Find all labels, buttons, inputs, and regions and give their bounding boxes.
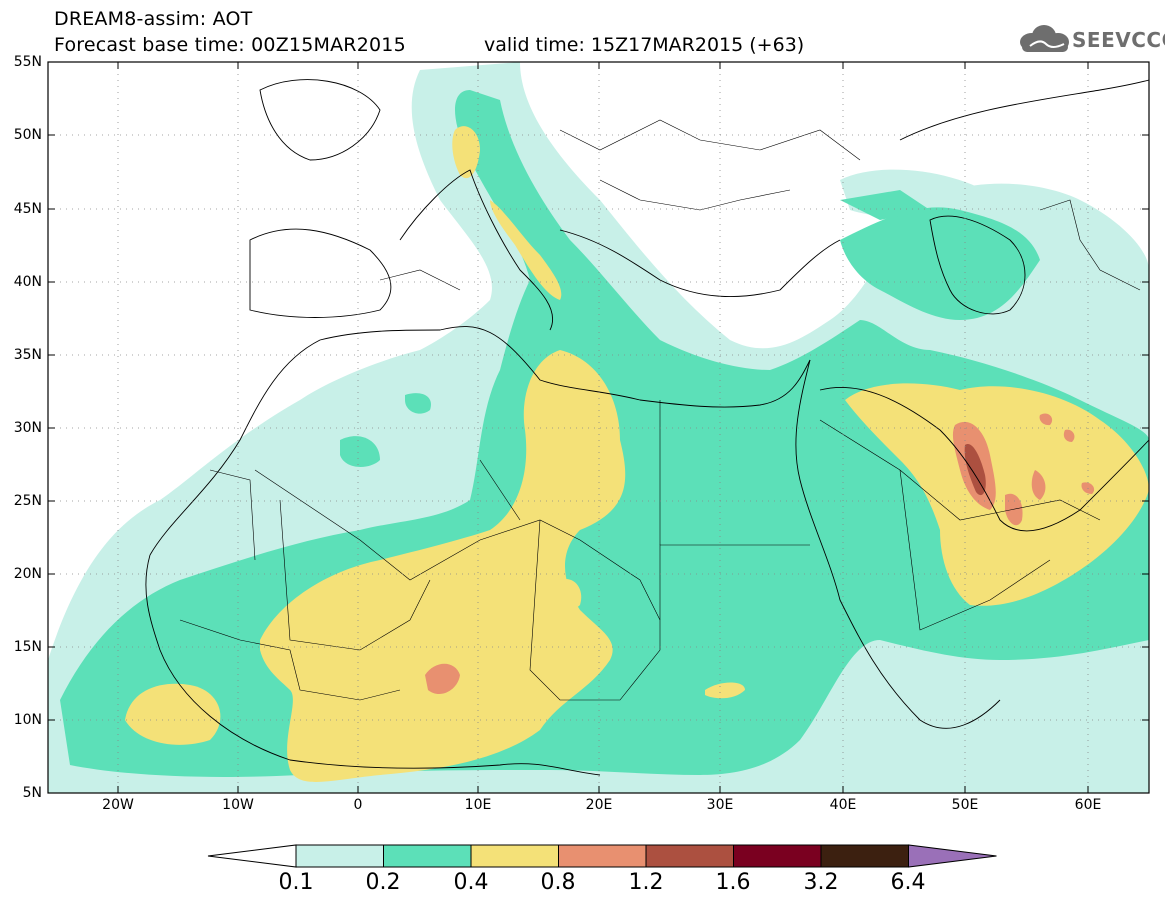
colorbar-label: 3.2 — [803, 870, 839, 895]
lat-label: 55N — [13, 54, 42, 70]
lon-label: 20E — [585, 797, 613, 813]
valid-time: valid time: 15Z17MAR2015 (+63) — [484, 34, 805, 56]
colorbar-label: 0.2 — [365, 870, 401, 895]
lon-label: 50E — [951, 797, 979, 813]
country-borders — [179, 119, 1141, 701]
lon-label: 0 — [353, 797, 363, 813]
coastlines — [145, 79, 1149, 776]
logo-text: SEEVCCC — [1072, 28, 1165, 52]
lat-label: 45N — [13, 201, 42, 217]
lat-label: 35N — [13, 347, 42, 363]
lon-label: 10E — [464, 797, 492, 813]
colorbar-label: 0.1 — [278, 870, 314, 895]
lat-label: 15N — [13, 639, 42, 655]
colorbar-label: 0.4 — [453, 870, 489, 895]
lat-label: 30N — [13, 420, 42, 436]
colorbar-label: 6.4 — [890, 870, 926, 895]
lat-label: 20N — [13, 566, 42, 582]
lon-label: 40E — [829, 797, 857, 813]
forecast-base-time: Forecast base time: 00Z15MAR2015 — [54, 34, 406, 56]
lat-label: 50N — [13, 127, 42, 143]
colorbar-label: 1.6 — [715, 870, 751, 895]
lon-label: 30E — [706, 797, 734, 813]
colorbar-label: 0.8 — [540, 870, 576, 895]
lon-label: 60E — [1074, 797, 1102, 813]
lat-label: 5N — [22, 785, 42, 801]
lat-label: 25N — [13, 493, 42, 509]
lon-label: 10W — [222, 797, 254, 813]
colorbar-label: 1.2 — [628, 870, 664, 895]
cloud-logo-icon — [1020, 25, 1069, 52]
map-title: DREAM8-assim: AOT — [54, 8, 253, 30]
lat-label: 10N — [13, 712, 42, 728]
lat-label: 40N — [13, 274, 42, 290]
aot-level-1.2 — [964, 444, 986, 496]
lon-label: 20W — [102, 797, 134, 813]
